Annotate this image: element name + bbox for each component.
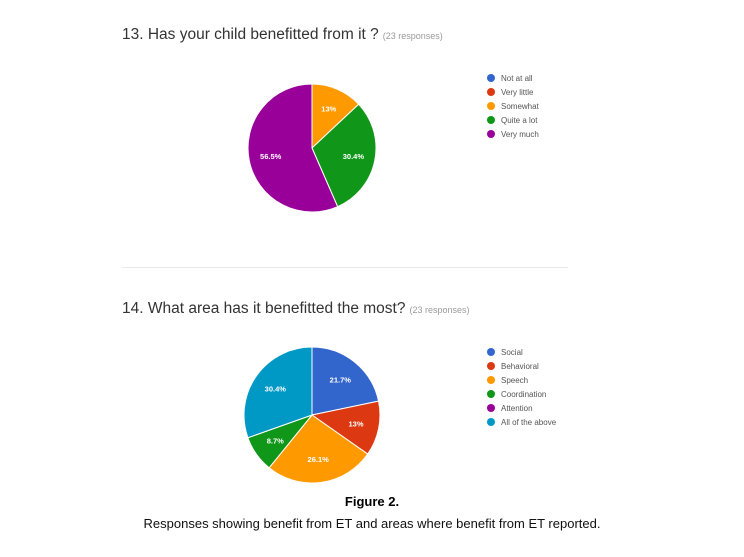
pie-slice-speech	[268, 414, 369, 484]
legend-label: Social	[501, 347, 523, 357]
legend-swatch	[487, 74, 495, 82]
legend-item-somewhat: Somewhat	[487, 99, 539, 113]
pie-slice-social	[311, 346, 380, 416]
pie-label-coordination: 8.7%	[267, 436, 284, 445]
pie-label-all-of-the-above: 30.4%	[265, 385, 287, 394]
legend-item-quite-a-lot: Quite a lot	[487, 113, 539, 127]
legend-label: Speech	[501, 375, 529, 385]
pie-slice-very-much	[247, 83, 339, 213]
figure-caption-text: Responses showing benefit from ET and ar…	[143, 516, 601, 531]
legend-label: Quite a lot	[501, 115, 538, 125]
legend-label: Somewhat	[501, 101, 539, 111]
legend-item-social: Social	[487, 345, 556, 359]
legend-label: Very little	[501, 87, 534, 97]
legend-swatch	[487, 130, 495, 138]
section-divider	[122, 267, 568, 268]
pie-label-very-much: 56.5%	[260, 152, 282, 161]
legend-item-behavioral: Behavioral	[487, 359, 556, 373]
pie-slice-quite-a-lot	[311, 103, 377, 208]
chart-1-responses: (23 responses)	[382, 31, 443, 41]
chart-2-pie: 21.7% 13% 26.1% 8.7% 30.4%	[243, 346, 381, 484]
chart-2-title: 14. What area has it benefitted the most…	[122, 300, 470, 318]
legend-swatch	[487, 362, 495, 370]
chart-2-legend: Social Behavioral Speech Coordination Attent…	[487, 345, 556, 429]
chart-1-pie: 13% 30.4% 56.5%	[247, 83, 377, 213]
legend-swatch	[487, 376, 495, 384]
pie-label-speech: 26.1%	[308, 455, 330, 464]
pie-slice-behavioral	[310, 400, 381, 455]
legend-label: All of the above	[501, 417, 557, 427]
legend-item-very-little: Very little	[487, 85, 539, 99]
legend-label: Very much	[501, 129, 539, 139]
legend-swatch	[487, 348, 495, 356]
figure-caption-title: Figure 2.	[344, 494, 400, 509]
chart-1-question: 13. Has your child benefitted from it ?	[122, 26, 379, 43]
legend-item-coordination: Coordination	[487, 387, 556, 401]
legend-swatch	[487, 88, 495, 96]
legend-item-very-much: Very much	[487, 127, 539, 141]
legend-swatch	[487, 404, 495, 412]
pie-label-somewhat: 13%	[321, 105, 336, 114]
legend-item-attention: Attention	[487, 401, 556, 415]
chart-2-responses: (23 responses)	[409, 305, 470, 315]
pie-label-quite-a-lot: 30.4%	[343, 152, 365, 161]
legend-label: Coordination	[501, 389, 547, 399]
legend-swatch	[487, 102, 495, 110]
chart-1-legend: Not at all Very little Somewhat Quite a lot…	[487, 71, 539, 141]
chart-1-title: 13. Has your child benefitted from it ?(…	[122, 26, 443, 44]
chart-2-question: 14. What area has it benefitted the most…	[122, 300, 406, 317]
legend-item-speech: Speech	[487, 373, 556, 387]
legend-label: Attention	[501, 403, 533, 413]
legend-swatch	[487, 116, 495, 124]
legend-item-all-of-the-above: All of the above	[487, 415, 556, 429]
legend-item-not-at-all: Not at all	[487, 71, 539, 85]
pie-label-social: 21.7%	[330, 376, 352, 385]
legend-label: Behavioral	[501, 361, 539, 371]
pie-label-behavioral: 13%	[348, 420, 363, 429]
legend-swatch	[487, 418, 495, 426]
legend-label: Not at all	[501, 73, 533, 83]
pie-slice-all-of-the-above	[243, 346, 313, 439]
legend-swatch	[487, 390, 495, 398]
